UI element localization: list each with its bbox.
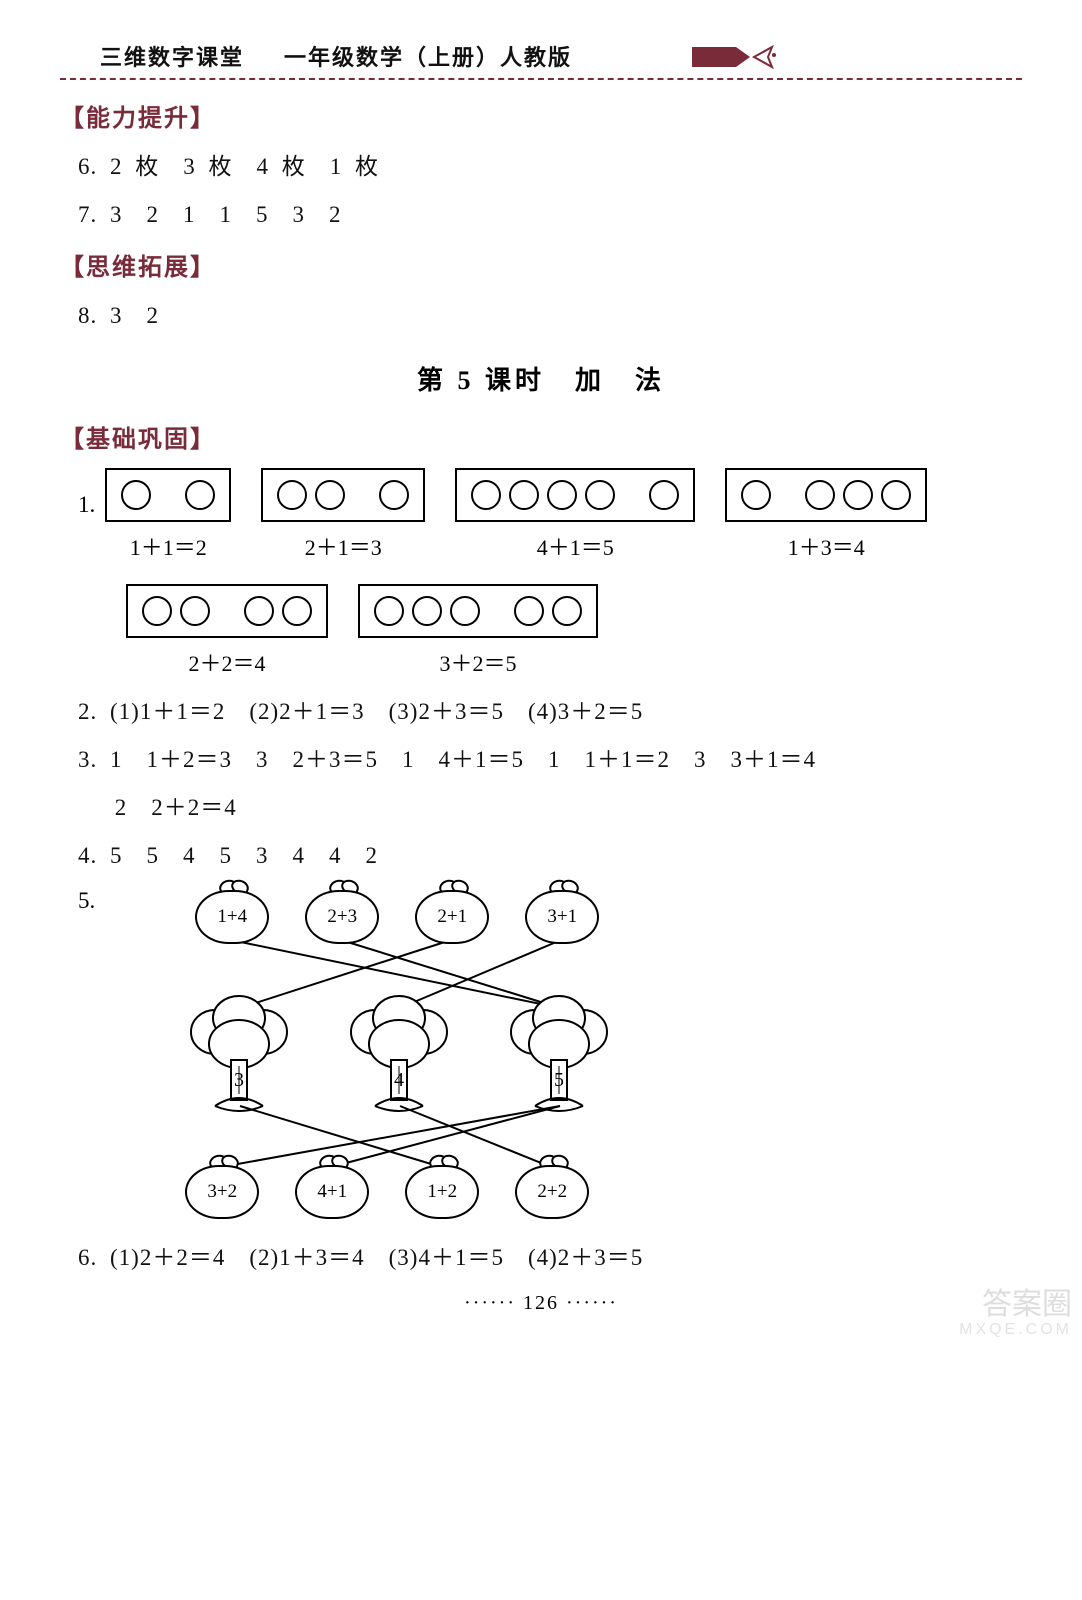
series-title: 三维数字课堂 — [100, 40, 244, 72]
circle-icon — [552, 596, 582, 626]
apple-node: 2+1 — [415, 884, 491, 944]
svg-text:5: 5 — [554, 1069, 564, 1091]
apple-node: 4+1 — [295, 1159, 371, 1219]
page-number: 126 — [523, 1292, 559, 1314]
q3a: 3. 1 1＋2＝3 3 2＋3＝5 1 4＋1＝5 1 1＋1＝2 3 3＋1… — [78, 740, 1022, 774]
section-ability-title: 【能力提升】 — [60, 98, 1022, 133]
circle-icon — [450, 596, 480, 626]
circle-icon — [514, 596, 544, 626]
q6: 6. (1)2＋2＝4 (2)1＋3＝4 (3)4＋1＝5 (4)2＋3＝5 — [78, 1238, 1022, 1272]
circle-box — [105, 468, 231, 522]
section-basic-title: 【基础巩固】 — [60, 419, 1022, 454]
equation-label: 4＋1＝5 — [537, 530, 614, 562]
circle-icon — [374, 596, 404, 626]
apple-node: 3+2 — [185, 1159, 261, 1219]
equation-label: 1＋3＝4 — [788, 530, 865, 562]
circle-box-group: 1＋1＝2 — [105, 468, 231, 562]
q1-row1: 1＋1＝2 2＋1＝3 4＋1＝5 1＋3＝4 — [105, 468, 927, 562]
circle-box — [725, 468, 927, 522]
circle-icon — [142, 596, 172, 626]
circle-icon — [277, 480, 307, 510]
q5-diagram: 1+4 2+3 2+1 3+1 3 4 — [155, 884, 675, 1224]
circle-icon — [180, 596, 210, 626]
circle-icon — [741, 480, 771, 510]
circle-icon — [315, 480, 345, 510]
q2: 2. (1)1＋1＝2 (2)2＋1＝3 (3)2＋3＝5 (4)3＋2＝5 — [78, 692, 1022, 726]
apple-label: 4+1 — [295, 1165, 369, 1219]
circle-icon — [843, 480, 873, 510]
tree-node: 3 — [185, 994, 295, 1114]
circle-icon — [881, 480, 911, 510]
circle-icon — [379, 480, 409, 510]
tree-node: 4 — [345, 994, 455, 1114]
circle-icon — [282, 596, 312, 626]
worksheet-page: 三维数字课堂 一年级数学（上册）人教版 【能力提升】 6. 2 枚 3 枚 4 … — [0, 0, 1082, 1345]
apple-label: 1+4 — [195, 890, 269, 944]
circle-box — [455, 468, 695, 522]
svg-text:3: 3 — [234, 1069, 244, 1091]
equation-label: 2＋2＝4 — [188, 646, 265, 678]
equation-label: 2＋1＝3 — [305, 530, 382, 562]
q1-row2: 2＋2＝4 3＋2＝5 — [126, 584, 1022, 678]
apple-label: 2+1 — [415, 890, 489, 944]
apple-node: 1+2 — [405, 1159, 481, 1219]
circle-icon — [185, 480, 215, 510]
q3b: 2 2＋2＝4 — [78, 788, 1022, 822]
circle-box — [358, 584, 598, 638]
equation-label: 3＋2＝5 — [439, 646, 516, 678]
lesson-title: 第 5 课时 加 法 — [60, 360, 1022, 397]
circle-icon — [509, 480, 539, 510]
subject-title: 一年级数学（上册）人教版 — [284, 40, 572, 72]
circle-icon — [244, 596, 274, 626]
watermark-small: MXQE.COM — [959, 1321, 1072, 1339]
circle-icon — [471, 480, 501, 510]
tree-node: 5 — [505, 994, 615, 1114]
circle-icon — [805, 480, 835, 510]
apple-node: 2+2 — [515, 1159, 591, 1219]
circle-icon — [649, 480, 679, 510]
ability-line-2: 7. 3 2 1 1 5 3 2 — [78, 195, 1022, 229]
apple-label: 3+1 — [525, 890, 599, 944]
circle-box-group: 1＋3＝4 — [725, 468, 927, 562]
apple-node: 1+4 — [195, 884, 271, 944]
circle-box-group: 2＋2＝4 — [126, 584, 328, 678]
section-thinking-title: 【思维拓展】 — [60, 247, 1022, 282]
circle-icon — [547, 480, 577, 510]
page-header: 三维数字课堂 一年级数学（上册）人教版 — [100, 40, 1022, 72]
circle-box-group: 4＋1＝5 — [455, 468, 695, 562]
rocket-icon — [692, 41, 782, 71]
apple-label: 2+2 — [515, 1165, 589, 1219]
q1: 1. 1＋1＝2 2＋1＝3 4＋1＝5 1＋3＝4 2＋2＝4 3＋2＝5 — [78, 468, 1022, 678]
circle-icon — [121, 480, 151, 510]
q1-number: 1. — [78, 492, 95, 518]
q4: 4. 5 5 4 5 3 4 4 2 — [78, 836, 1022, 870]
ability-line-1: 6. 2 枚 3 枚 4 枚 1 枚 — [78, 147, 1022, 181]
circle-box-group: 2＋1＝3 — [261, 468, 425, 562]
circle-box — [261, 468, 425, 522]
circle-box — [126, 584, 328, 638]
circle-icon — [585, 480, 615, 510]
circle-box-group: 3＋2＝5 — [358, 584, 598, 678]
apple-node: 3+1 — [525, 884, 601, 944]
apple-node: 2+3 — [305, 884, 381, 944]
circle-icon — [412, 596, 442, 626]
apple-label: 1+2 — [405, 1165, 479, 1219]
apple-label: 2+3 — [305, 890, 379, 944]
header-divider — [60, 78, 1022, 80]
svg-text:4: 4 — [394, 1069, 404, 1091]
apple-label: 3+2 — [185, 1165, 259, 1219]
thinking-line-1: 8. 3 2 — [78, 296, 1022, 330]
equation-label: 1＋1＝2 — [130, 530, 207, 562]
page-footer: ······ 126 ······ — [60, 1292, 1022, 1315]
q5-number: 5. — [78, 888, 95, 914]
